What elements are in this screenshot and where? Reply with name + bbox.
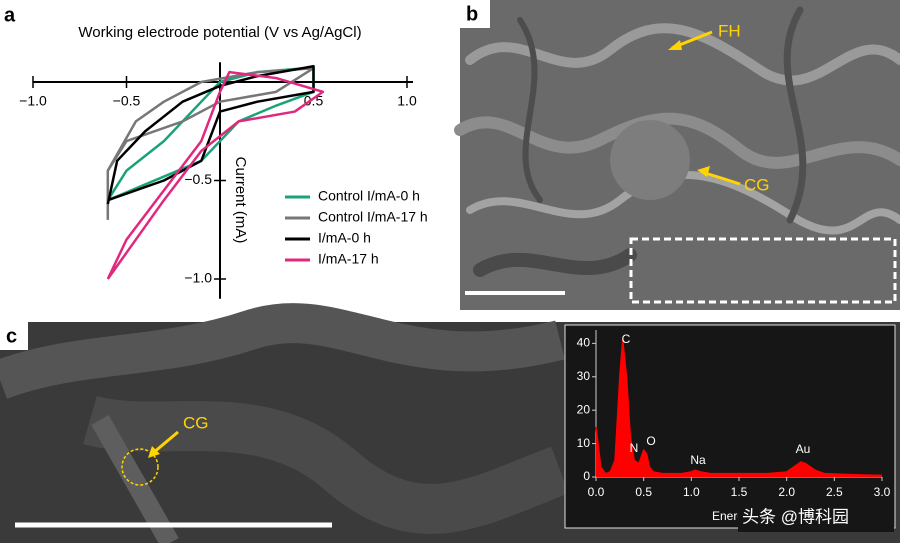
x-tick-label: 1.0 [683, 485, 700, 499]
cv-curve [106, 70, 325, 280]
arrowhead [697, 166, 710, 177]
x-tick-label: 0.0 [588, 485, 605, 499]
panel-label-box [0, 322, 28, 350]
legend-label: Control I/mA-0 h [318, 188, 420, 204]
peak-label: Na [690, 453, 706, 467]
peak-label: O [646, 434, 655, 448]
x-tick-label: 3.0 [874, 485, 891, 499]
watermark-box [738, 506, 894, 532]
peak-label: C [622, 332, 631, 346]
y-tick-label: 40 [577, 336, 591, 350]
chart-title: Working electrode potential (V vs Ag/AgC… [78, 24, 361, 41]
panel-label-box [460, 0, 490, 28]
sem-label: FH [718, 21, 741, 40]
y-tick-label: −1.0 [184, 270, 212, 286]
spectrum-fill [596, 340, 882, 477]
panel-label: b [466, 3, 478, 25]
watermark: 头条 @博科园 [742, 507, 849, 526]
peak-label: N [630, 441, 639, 455]
highlight-circle [121, 448, 159, 486]
spectrum [595, 339, 883, 477]
legend-label: I/mA-17 h [318, 251, 379, 267]
x-tick-label: 0.5 [304, 93, 324, 109]
arrowhead [668, 40, 682, 50]
y-tick-label: 20 [577, 402, 591, 416]
y-tick-label: 0 [583, 469, 590, 483]
x-tick-label: −1.0 [19, 93, 47, 109]
arrow [152, 430, 179, 455]
x-tick-label: 1.0 [397, 93, 417, 109]
cv-curve [106, 66, 315, 220]
x-tick-label: −0.5 [113, 93, 141, 109]
inset-box [629, 237, 897, 304]
x-tick-label: 1.5 [731, 485, 748, 499]
cv-curve [106, 64, 315, 205]
x-tick-label: 2.0 [778, 485, 795, 499]
arrowhead [148, 446, 160, 458]
peak-label: Au [796, 442, 811, 456]
y-tick-label: 10 [577, 436, 591, 450]
y-axis-label: Current (mA) [232, 157, 249, 244]
legend-label: I/mA-0 h [318, 230, 371, 246]
panel-label: c [6, 325, 17, 347]
x-tick-label: 0.5 [635, 485, 652, 499]
sem-texture [454, 6, 900, 277]
sem-label: CG [744, 175, 770, 194]
stem-label: CG [183, 413, 209, 432]
legend-label: Control I/mA-17 h [318, 209, 428, 225]
x-tick-label: 2.5 [826, 485, 843, 499]
y-tick-label: 30 [577, 369, 591, 383]
panel-label: a [4, 4, 16, 26]
arrow [701, 170, 741, 186]
y-tick-label: −0.5 [184, 171, 212, 187]
